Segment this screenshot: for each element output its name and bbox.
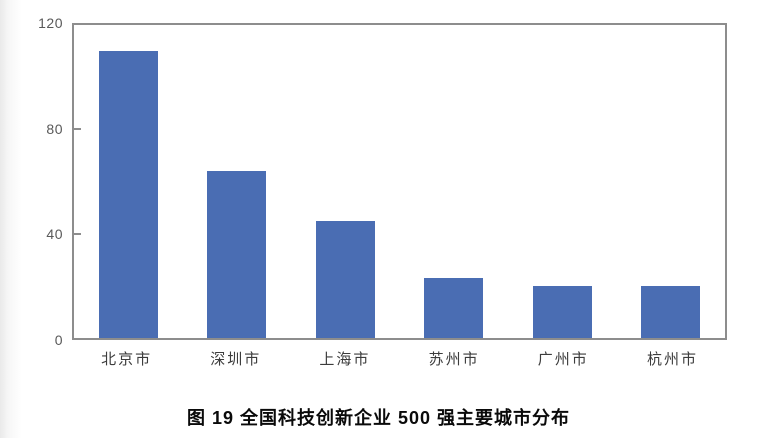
bar-上海市 xyxy=(315,220,375,338)
bar-苏州市 xyxy=(424,278,484,338)
bar-杭州市 xyxy=(641,285,701,338)
x-axis: 北京市 深圳市 上海市 苏州市 广州市 杭州市 xyxy=(72,348,727,369)
bar-slot xyxy=(508,25,617,338)
plot-area xyxy=(72,23,727,340)
x-tick-label: 北京市 xyxy=(101,351,153,368)
y-tick-mark xyxy=(74,128,81,131)
y-tick-label: 80 xyxy=(46,120,63,137)
y-tick-mark xyxy=(74,232,81,235)
x-tick-label: 广州市 xyxy=(537,351,589,368)
bar-北京市 xyxy=(98,51,158,338)
y-tick-label: 0 xyxy=(54,332,63,348)
y-tick-label: 120 xyxy=(38,15,63,31)
bar-slot xyxy=(400,25,509,338)
bar-slot xyxy=(74,25,183,338)
y-tick-label: 40 xyxy=(46,226,63,243)
bar-深圳市 xyxy=(207,171,267,338)
x-tick-label: 深圳市 xyxy=(210,351,262,368)
figure-caption: 图 19 全国科技创新企业 500 强主要城市分布 xyxy=(186,408,571,428)
bar-广州市 xyxy=(532,285,592,338)
x-tick-label: 苏州市 xyxy=(428,351,480,368)
bar-slot xyxy=(291,25,400,338)
x-tick-label: 杭州市 xyxy=(646,351,698,368)
y-axis: 0 40 80 120 xyxy=(0,15,63,348)
bar-slot xyxy=(183,25,292,338)
x-tick-label: 上海市 xyxy=(319,351,371,368)
bar-slot xyxy=(617,25,726,338)
